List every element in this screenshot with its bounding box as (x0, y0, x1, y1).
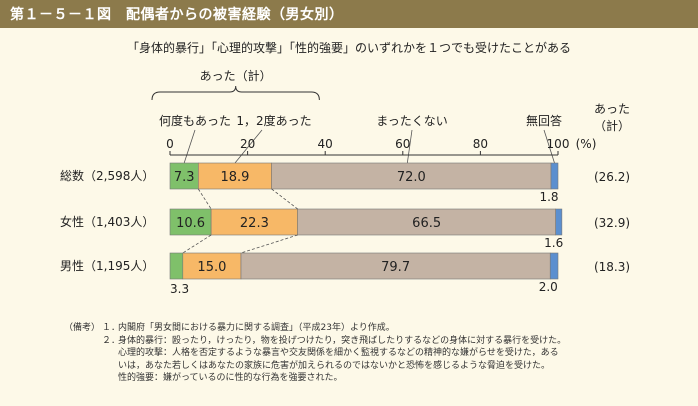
note-text: 内閣府「男女間における暴力に関する調査」（平成23年）より作成。 (118, 323, 395, 333)
leader-line (406, 129, 413, 164)
data-label: 10.6 (176, 216, 205, 231)
group-label: あった（計） (200, 68, 272, 83)
bar-segment (210, 208, 298, 236)
leader-line (543, 129, 555, 164)
category-label: 女性（1,403人） (60, 214, 154, 229)
bar-segment (555, 208, 563, 236)
note-text: 身体的暴行：殴ったり，けったり，物を投げつけたり，突き飛ばしたりするなどの身体に… (118, 335, 567, 346)
note-text: 心理的攻撃：人格を否定するような暴言や交友関係を細かく監視するなどの精神的な嫌が… (118, 348, 559, 358)
x-axis-unit: (%) (576, 137, 597, 151)
note-number: １． (102, 323, 121, 333)
notes-label: （備考） (64, 323, 101, 333)
bar-segment (549, 252, 559, 280)
bar-segment (550, 162, 559, 190)
total-value: (26.2) (594, 170, 630, 184)
data-label: 3.3 (170, 282, 189, 296)
data-label: 1.8 (539, 190, 558, 204)
notes-block: （備考） １． 内閣府「男女間における暴力に関する調査」（平成23年）より作成。… (64, 322, 684, 385)
data-label: 66.5 (412, 216, 441, 231)
total-value: (18.3) (594, 260, 630, 274)
bar-segment (169, 252, 184, 280)
data-label: 15.0 (197, 260, 226, 275)
data-label: 1.6 (544, 236, 563, 250)
leader-line (183, 129, 196, 164)
x-tick-label: 40 (318, 137, 333, 151)
series-label: 無回答 (526, 113, 562, 128)
group-brace (151, 85, 320, 101)
note-text: 性的強要：嫌がっているのに性的な行為を強要された。 (118, 373, 343, 383)
data-label: 7.3 (174, 170, 195, 185)
x-tick-label: 100 (547, 137, 570, 151)
data-label: 22.3 (240, 216, 269, 231)
totals-header: あった (594, 102, 630, 116)
connector-line (240, 234, 298, 254)
total-value: (32.9) (594, 216, 630, 230)
bar-segment (271, 162, 552, 190)
bar-segment (198, 162, 272, 190)
category-label: 総数（2,598人） (60, 168, 154, 183)
series-label: 1，2度あった (236, 113, 311, 128)
x-tick-label: 0 (166, 137, 174, 151)
data-label: 2.0 (539, 280, 558, 294)
totals-header: （計） (594, 118, 630, 133)
data-label: 18.9 (221, 170, 250, 185)
title-bar: 第１－５－１図 配偶者からの被害経験（男女別） (0, 0, 698, 28)
connector-line (182, 234, 212, 254)
category-label: 男性（1,195人） (60, 259, 154, 273)
series-label: まったくない (376, 114, 448, 128)
data-label: 79.7 (381, 260, 410, 275)
connector-line (197, 188, 212, 210)
figure-title: 第１－５－１図 配偶者からの被害経験（男女別） (10, 7, 344, 23)
connector-line (271, 188, 298, 210)
chart-subtitle: 「身体的暴行」「心理的攻撃」「性的強要」のいずれかを１つでも受けたことがある (126, 41, 571, 55)
bar-segment (240, 252, 551, 280)
note-text: いは，あなた若しくはあなたの家族に危害が加えられるのではないかと恐怖を感じるよう… (118, 360, 551, 371)
x-tick-label: 80 (473, 137, 488, 151)
bar-segment (169, 208, 212, 236)
x-tick-label: 60 (395, 137, 410, 151)
bar-segment (169, 162, 199, 190)
note-number: ２． (102, 335, 121, 346)
data-label: 72.0 (397, 170, 426, 185)
leader-line (234, 129, 263, 164)
x-tick-label: 20 (240, 137, 255, 151)
bar-segment (297, 208, 556, 236)
series-label: 何度もあった (159, 113, 231, 128)
